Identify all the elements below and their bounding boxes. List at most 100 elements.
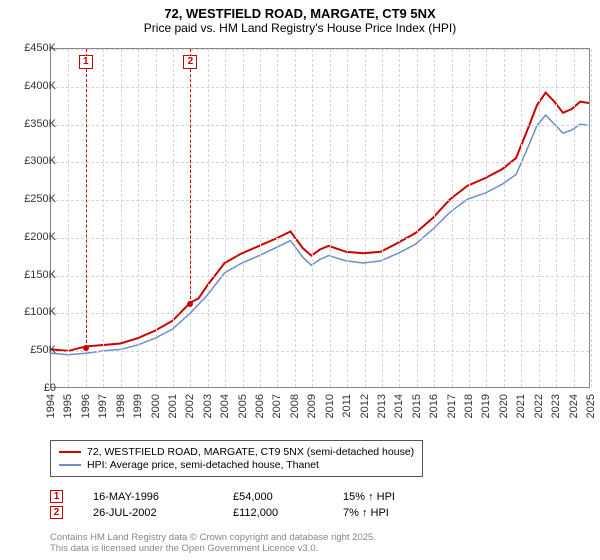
grid-line-v bbox=[260, 49, 261, 387]
grid-line-v bbox=[399, 49, 400, 387]
marker-badge: 2 bbox=[50, 506, 63, 519]
grid-line-h bbox=[51, 276, 589, 277]
grid-line-v bbox=[556, 49, 557, 387]
hpi-delta: 15% ↑ HPI bbox=[343, 491, 395, 503]
legend-label: HPI: Average price, semi-detached house,… bbox=[87, 459, 319, 471]
grid-line-v bbox=[312, 49, 313, 387]
grid-line-h bbox=[51, 313, 589, 314]
legend-item: HPI: Average price, semi-detached house,… bbox=[59, 459, 414, 471]
marker-line bbox=[86, 49, 87, 348]
grid-line-v bbox=[417, 49, 418, 387]
y-axis-label: £50K bbox=[30, 344, 56, 356]
x-axis-label: 2025 bbox=[585, 394, 597, 418]
y-axis-label: £300K bbox=[24, 155, 56, 167]
y-axis-label: £250K bbox=[24, 193, 56, 205]
grid-line-v bbox=[504, 49, 505, 387]
x-axis-label: 1997 bbox=[97, 394, 109, 418]
grid-line-v bbox=[103, 49, 104, 387]
grid-line-v bbox=[138, 49, 139, 387]
x-axis-label: 2023 bbox=[550, 394, 562, 418]
x-axis-label: 2007 bbox=[271, 394, 283, 418]
grid-line-v bbox=[347, 49, 348, 387]
x-axis-label: 2013 bbox=[376, 394, 388, 418]
x-axis-label: 2024 bbox=[568, 394, 580, 418]
grid-line-h bbox=[51, 125, 589, 126]
sales-table: 1 16-MAY-1996 £54,000 15% ↑ HPI 2 26-JUL… bbox=[50, 490, 590, 522]
x-axis-label: 2018 bbox=[463, 394, 475, 418]
x-axis-label: 2003 bbox=[202, 394, 214, 418]
x-axis-label: 1998 bbox=[115, 394, 127, 418]
grid-line-h bbox=[51, 351, 589, 352]
grid-line-v bbox=[225, 49, 226, 387]
grid-line-v bbox=[574, 49, 575, 387]
chart-lines bbox=[51, 49, 589, 387]
grid-line-v bbox=[365, 49, 366, 387]
grid-line-v bbox=[486, 49, 487, 387]
x-axis-label: 1999 bbox=[132, 394, 144, 418]
sale-date: 26-JUL-2002 bbox=[93, 507, 203, 519]
grid-line-v bbox=[452, 49, 453, 387]
chart-subtitle: Price paid vs. HM Land Registry's House … bbox=[0, 21, 600, 39]
marker-line bbox=[190, 49, 191, 304]
y-axis-label: £350K bbox=[24, 118, 56, 130]
grid-line-v bbox=[469, 49, 470, 387]
series-hpi bbox=[51, 115, 589, 355]
x-axis-label: 1995 bbox=[62, 394, 74, 418]
sale-price: £54,000 bbox=[233, 491, 313, 503]
grid-line-v bbox=[434, 49, 435, 387]
x-axis-label: 2012 bbox=[359, 394, 371, 418]
y-axis-label: £150K bbox=[24, 269, 56, 281]
grid-line-v bbox=[330, 49, 331, 387]
grid-line-h bbox=[51, 238, 589, 239]
grid-line-h bbox=[51, 162, 589, 163]
x-axis-label: 2008 bbox=[289, 394, 301, 418]
x-axis-label: 2009 bbox=[306, 394, 318, 418]
x-axis-label: 2010 bbox=[324, 394, 336, 418]
marker-badge: 2 bbox=[183, 55, 197, 69]
x-axis-label: 2004 bbox=[219, 394, 231, 418]
grid-line-v bbox=[208, 49, 209, 387]
x-axis-label: 2020 bbox=[498, 394, 510, 418]
grid-line-v bbox=[121, 49, 122, 387]
grid-line-v bbox=[539, 49, 540, 387]
grid-line-v bbox=[295, 49, 296, 387]
chart-plot-area: 12 bbox=[50, 48, 590, 388]
x-axis-label: 2002 bbox=[184, 394, 196, 418]
marker-dot bbox=[83, 345, 89, 351]
grid-line-v bbox=[243, 49, 244, 387]
attribution-line: This data is licensed under the Open Gov… bbox=[50, 543, 376, 554]
sale-date: 16-MAY-1996 bbox=[93, 491, 203, 503]
x-axis-label: 2016 bbox=[428, 394, 440, 418]
sale-price: £112,000 bbox=[233, 507, 313, 519]
grid-line-v bbox=[382, 49, 383, 387]
y-axis-label: £400K bbox=[24, 80, 56, 92]
marker-badge: 1 bbox=[79, 55, 93, 69]
series-property bbox=[51, 93, 589, 351]
table-row: 1 16-MAY-1996 £54,000 15% ↑ HPI bbox=[50, 490, 590, 503]
legend-item: 72, WESTFIELD ROAD, MARGATE, CT9 5NX (se… bbox=[59, 446, 414, 458]
x-axis-label: 2000 bbox=[150, 394, 162, 418]
y-axis-label: £0 bbox=[44, 382, 56, 394]
grid-line-h bbox=[51, 49, 589, 50]
y-axis-label: £100K bbox=[24, 306, 56, 318]
marker-dot bbox=[187, 301, 193, 307]
grid-line-h bbox=[51, 200, 589, 201]
x-axis-label: 2001 bbox=[167, 394, 179, 418]
grid-line-h bbox=[51, 87, 589, 88]
table-row: 2 26-JUL-2002 £112,000 7% ↑ HPI bbox=[50, 506, 590, 519]
x-axis-label: 2011 bbox=[341, 394, 353, 418]
legend-swatch bbox=[59, 464, 81, 466]
attribution-text: Contains HM Land Registry data © Crown c… bbox=[50, 532, 376, 555]
grid-line-v bbox=[521, 49, 522, 387]
x-axis-label: 1996 bbox=[80, 394, 92, 418]
y-axis-label: £450K bbox=[24, 42, 56, 54]
chart-legend: 72, WESTFIELD ROAD, MARGATE, CT9 5NX (se… bbox=[50, 440, 423, 477]
x-axis-label: 2006 bbox=[254, 394, 266, 418]
x-axis-label: 2005 bbox=[237, 394, 249, 418]
y-axis-label: £200K bbox=[24, 231, 56, 243]
legend-label: 72, WESTFIELD ROAD, MARGATE, CT9 5NX (se… bbox=[87, 446, 414, 458]
x-axis-label: 1994 bbox=[45, 394, 57, 418]
x-axis-label: 2014 bbox=[393, 394, 405, 418]
x-axis-label: 2015 bbox=[411, 394, 423, 418]
x-axis-label: 2017 bbox=[446, 394, 458, 418]
